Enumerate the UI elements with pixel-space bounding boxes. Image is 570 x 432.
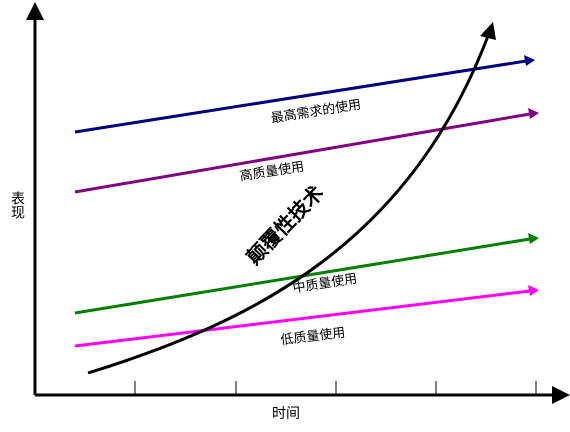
arrowhead	[524, 55, 535, 66]
arrowhead	[528, 108, 539, 119]
x-axis-arrow	[552, 386, 570, 404]
x-axis-label: 时间	[272, 406, 300, 422]
line-label: 中质量使用	[292, 271, 359, 297]
curve	[87, 35, 490, 375]
arrowhead	[528, 233, 539, 244]
y-axis-label: 表现	[9, 191, 25, 220]
curve-label: 颠覆性技术	[242, 181, 329, 270]
trend-line	[74, 289, 531, 348]
arrowhead	[528, 285, 539, 296]
arrowhead	[480, 22, 496, 40]
trend-line	[74, 112, 531, 194]
trend-line	[74, 59, 527, 134]
line-label: 最高需求的使用	[270, 96, 362, 126]
line-label: 低质量使用	[280, 325, 346, 349]
y-axis-arrow	[26, 2, 44, 20]
